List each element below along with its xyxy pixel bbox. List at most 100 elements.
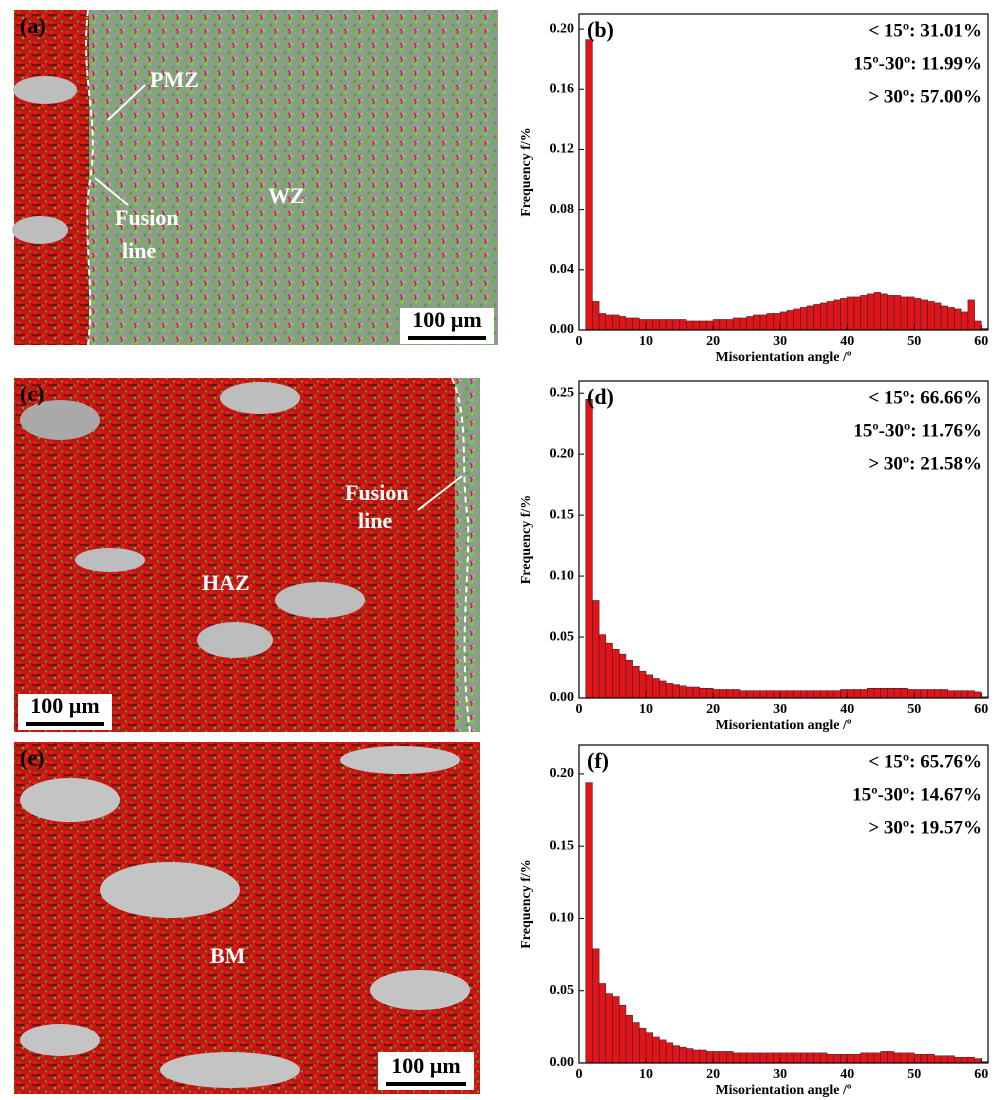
scale-bar-label: 100 µm bbox=[30, 693, 100, 718]
bar bbox=[679, 1046, 687, 1064]
bar bbox=[853, 296, 861, 331]
bar bbox=[632, 666, 640, 699]
bar bbox=[739, 690, 747, 699]
annotation: > 30º: 21.58% bbox=[868, 453, 982, 474]
bar bbox=[625, 317, 633, 331]
bar bbox=[719, 319, 727, 331]
bar bbox=[840, 298, 848, 331]
bar bbox=[867, 293, 875, 331]
x-tick-label: 50 bbox=[907, 1067, 921, 1082]
bar bbox=[779, 311, 788, 331]
bar bbox=[800, 690, 808, 699]
annotation: Fusion bbox=[345, 480, 409, 505]
bar bbox=[659, 1039, 667, 1064]
bar bbox=[632, 1022, 640, 1064]
annotation: line bbox=[358, 508, 392, 533]
scale-bar-label: 100 µm bbox=[391, 1053, 461, 1078]
bar bbox=[940, 1055, 949, 1064]
annotation: 15º-30º: 11.76% bbox=[853, 420, 982, 441]
bar bbox=[612, 996, 620, 1064]
x-tick-label: 40 bbox=[840, 1067, 854, 1082]
bar bbox=[665, 1042, 674, 1064]
bar bbox=[947, 307, 955, 331]
bar bbox=[813, 690, 821, 699]
image-region bbox=[370, 970, 470, 1010]
bar bbox=[766, 690, 774, 699]
y-tick-label: 0.20 bbox=[550, 21, 575, 36]
annotation: line bbox=[122, 238, 156, 263]
image-region bbox=[220, 382, 300, 414]
bar bbox=[800, 1052, 808, 1064]
bar bbox=[913, 298, 922, 331]
bar bbox=[746, 690, 754, 699]
bar bbox=[585, 782, 593, 1064]
y-tick-label: 0.15 bbox=[550, 838, 575, 853]
annotation: < 15º: 65.76% bbox=[868, 751, 982, 772]
bar bbox=[706, 1051, 714, 1064]
bar bbox=[692, 320, 700, 331]
y-tick-label: 0.05 bbox=[550, 983, 575, 998]
bar bbox=[665, 683, 674, 699]
y-tick-label: 0.20 bbox=[550, 446, 575, 461]
bar bbox=[712, 689, 721, 699]
bar bbox=[732, 689, 741, 699]
x-tick-label: 40 bbox=[840, 334, 854, 349]
bar bbox=[639, 319, 647, 331]
bar bbox=[820, 1052, 828, 1064]
bar bbox=[786, 310, 794, 331]
image-region bbox=[20, 1024, 100, 1056]
x-tick-label: 10 bbox=[639, 702, 653, 717]
image-region bbox=[160, 1052, 300, 1088]
y-axis-label: Frequency f/% bbox=[519, 495, 534, 585]
y-tick-label: 0.15 bbox=[550, 507, 575, 522]
bar bbox=[840, 1054, 848, 1064]
bar bbox=[746, 316, 754, 331]
bar bbox=[672, 1045, 680, 1064]
bar bbox=[887, 1051, 895, 1064]
bar bbox=[900, 296, 908, 331]
y-tick-label: 0.25 bbox=[550, 385, 575, 400]
bar bbox=[612, 314, 620, 331]
bar bbox=[947, 690, 955, 699]
bar bbox=[598, 634, 607, 699]
bar bbox=[893, 1052, 902, 1064]
bar bbox=[800, 307, 808, 331]
x-tick-label: 50 bbox=[907, 334, 921, 349]
image-region bbox=[340, 746, 460, 774]
annotation: WZ bbox=[268, 183, 305, 208]
image-region bbox=[12, 216, 68, 244]
x-axis-label: Misorientation angle /º bbox=[715, 1083, 851, 1098]
bar bbox=[739, 317, 747, 331]
bar bbox=[974, 320, 982, 331]
image-region bbox=[275, 582, 365, 618]
bar bbox=[840, 689, 848, 699]
bar bbox=[927, 1054, 935, 1064]
bar bbox=[605, 993, 613, 1064]
bar bbox=[820, 302, 828, 331]
bar bbox=[934, 302, 942, 331]
bar bbox=[679, 319, 687, 331]
bar bbox=[732, 1052, 741, 1064]
image-region bbox=[100, 862, 240, 918]
image-region bbox=[20, 400, 100, 440]
bar bbox=[893, 687, 902, 699]
bar bbox=[645, 1032, 654, 1064]
bar bbox=[773, 1052, 781, 1064]
y-tick-label: 0.00 bbox=[550, 322, 575, 337]
bar bbox=[652, 678, 660, 699]
bar bbox=[753, 314, 761, 331]
x-tick-label: 0 bbox=[576, 1067, 583, 1082]
bar bbox=[880, 1051, 888, 1064]
bar bbox=[820, 690, 828, 699]
bar bbox=[618, 653, 627, 699]
x-tick-label: 60 bbox=[974, 702, 988, 717]
bar bbox=[625, 1015, 633, 1064]
bar bbox=[645, 674, 654, 699]
annotation: > 30º: 57.00% bbox=[868, 86, 982, 107]
bar bbox=[927, 689, 935, 699]
annotation: > 30º: 19.57% bbox=[868, 817, 982, 838]
bar bbox=[913, 1054, 922, 1064]
bar bbox=[860, 689, 868, 699]
bar bbox=[887, 687, 895, 699]
bar bbox=[920, 1054, 928, 1064]
